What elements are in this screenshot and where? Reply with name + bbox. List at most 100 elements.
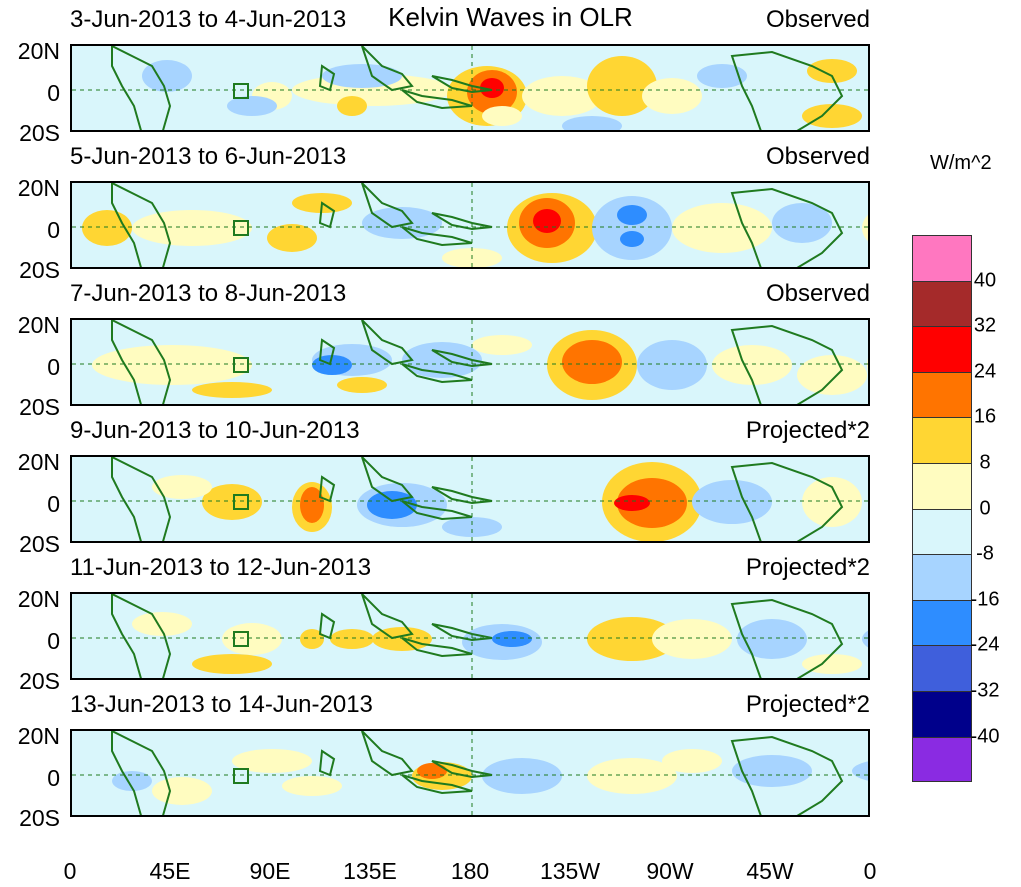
map-panel: 3-Jun-2013 to 4-Jun-2013 Observed 20N 0 20S [0, 6, 900, 148]
anomaly-contour [672, 203, 772, 253]
anomaly-contour [142, 60, 192, 92]
anomaly-contour [227, 96, 277, 116]
lon-tick-label: 45W [746, 858, 794, 884]
lon-tick-label: 135E [343, 858, 397, 884]
lat-tick-label: 20N [17, 449, 60, 475]
lat-tick-label: 20N [17, 312, 60, 338]
lat-tick-label: 20S [19, 257, 60, 283]
coastline [361, 457, 414, 503]
coastline [730, 324, 844, 404]
anomaly-contour [562, 340, 622, 384]
panel-date-range: 3-Jun-2013 to 4-Jun-2013 [70, 6, 347, 33]
colorbar-swatch [912, 508, 972, 555]
anomaly-contour [282, 776, 342, 796]
anomaly-contour [232, 749, 312, 773]
anomaly-contour [152, 475, 212, 499]
contour-field [72, 731, 868, 815]
anomaly-contour [614, 495, 650, 511]
anomaly-contour [300, 487, 324, 523]
lat-tick-label: 0 [47, 765, 60, 791]
anomaly-contour [112, 771, 152, 791]
anomaly-contour [617, 478, 687, 528]
lon-tick-label: 45E [149, 858, 191, 884]
anomaly-contour [712, 345, 792, 385]
anomaly-contour [202, 484, 262, 520]
anomaly-contour [472, 335, 532, 355]
lon-tick-label: 90W [646, 858, 694, 884]
anomaly-contour [692, 480, 772, 524]
anomaly-contour [192, 654, 272, 674]
contour-field [72, 46, 868, 130]
anomaly-contour [92, 345, 252, 385]
contour-field [72, 183, 868, 267]
coastline [318, 612, 336, 640]
coastline [361, 320, 414, 366]
colorbar-label: 16 [973, 405, 997, 428]
lat-tick-label: 0 [47, 491, 60, 517]
coastline [361, 594, 414, 640]
anomaly-contour [662, 749, 722, 773]
colorbar-label: 0 [979, 497, 991, 520]
panel-data-type: Observed [765, 280, 870, 307]
colorbar [912, 235, 972, 783]
coastline [111, 731, 172, 815]
colorbar-label: -24 [970, 633, 1000, 656]
anomaly-contour [807, 59, 857, 83]
lat-tick-label: 20N [17, 586, 60, 612]
colorbar-label: -32 [970, 679, 1000, 702]
region-box-marker [233, 357, 249, 373]
map-panel: 13-Jun-2013 to 14-Jun-2013 Projected*2 20N… [0, 691, 900, 833]
coastline [730, 187, 844, 267]
anomaly-contour [642, 78, 702, 114]
coastline [111, 320, 172, 404]
colorbar-swatch [912, 235, 972, 281]
lat-tick-label: 20N [17, 38, 60, 64]
contour-field [72, 320, 868, 404]
lat-tick-label: 20S [19, 394, 60, 420]
panel-date-range: 13-Jun-2013 to 14-Jun-2013 [70, 691, 373, 718]
region-box-marker [233, 83, 249, 99]
lat-tick-label: 0 [47, 217, 60, 243]
region-box-marker [233, 631, 249, 647]
region-box-marker [233, 768, 249, 784]
lon-tick-label: 135W [539, 858, 601, 884]
anomaly-contour [732, 755, 812, 787]
panel-date-range: 5-Jun-2013 to 6-Jun-2013 [70, 143, 347, 170]
coastline [401, 637, 473, 658]
colorbar-label: 24 [973, 360, 997, 383]
anomaly-contour [802, 654, 862, 674]
anomaly-contour [587, 617, 677, 661]
olr-anomaly-map [70, 44, 870, 132]
anomaly-contour [482, 758, 562, 794]
contour-field [72, 594, 868, 678]
lon-tick-label: 0 [863, 858, 877, 884]
colorbar-swatch [912, 599, 972, 646]
anomaly-contour [620, 231, 644, 247]
lat-tick-label: 20N [17, 723, 60, 749]
colorbar-label: 32 [973, 314, 997, 337]
coastline [318, 749, 336, 777]
lon-tick-label: 180 [450, 858, 490, 884]
lat-tick-label: 0 [47, 354, 60, 380]
map-panel: 9-Jun-2013 to 10-Jun-2013 Projected*2 20N 0… [0, 417, 900, 559]
coastline [730, 50, 844, 130]
panel-data-type: Observed [765, 143, 870, 170]
colorbar-label: 8 [979, 451, 991, 474]
panel-data-type: Observed [765, 6, 870, 33]
anomaly-contour [862, 630, 868, 648]
region-box-marker [233, 494, 249, 510]
anomaly-contour [192, 382, 272, 398]
units-label: W/m^2 [930, 152, 992, 174]
anomaly-contour [522, 76, 602, 116]
lon-tick-label: 0 [63, 858, 77, 884]
lat-tick-label: 20S [19, 805, 60, 831]
coastline [361, 46, 414, 92]
colorbar-label: -40 [970, 725, 1000, 748]
colorbar-label: -8 [976, 542, 994, 565]
colorbar-swatch [912, 554, 972, 600]
anomaly-contour [482, 106, 522, 126]
panel-data-type: Projected*2 [745, 417, 870, 444]
colorbar-swatch [912, 690, 972, 737]
olr-anomaly-map [70, 592, 870, 680]
anomaly-contour [862, 214, 868, 242]
